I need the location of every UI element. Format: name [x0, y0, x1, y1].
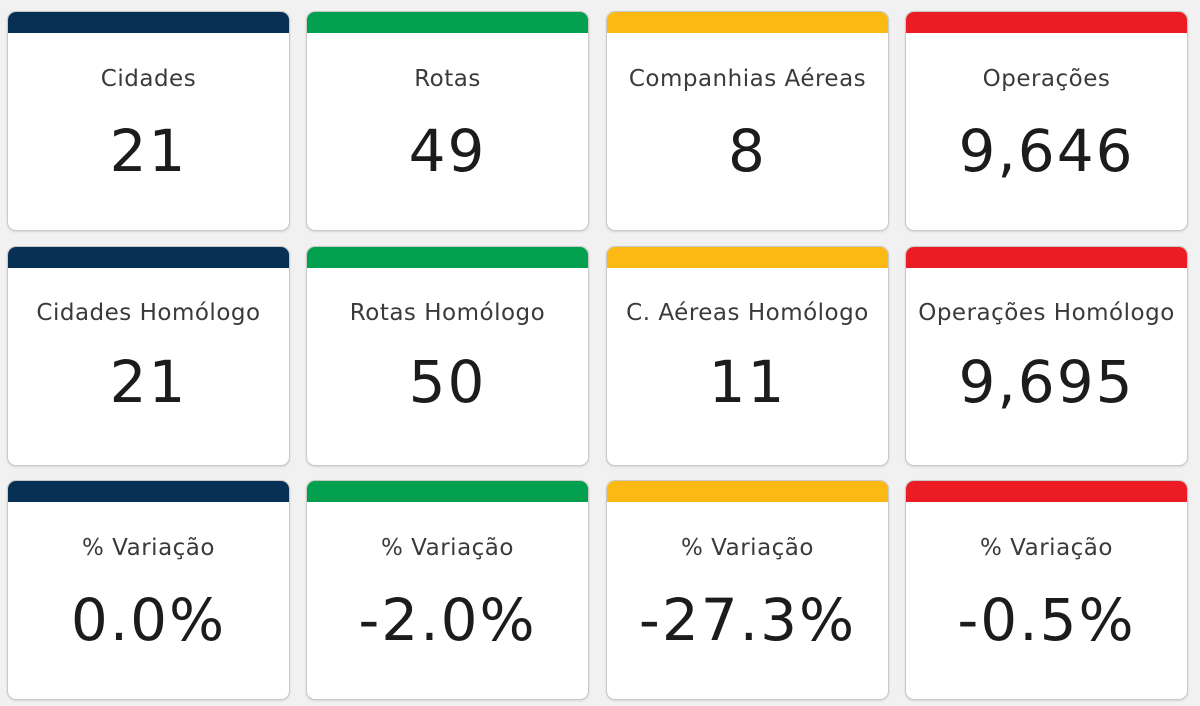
- kpi-card-rotas-homologo: Rotas Homólogo 50: [306, 246, 589, 466]
- card-label: % Variação: [980, 535, 1113, 561]
- card-color-bar: [906, 12, 1187, 33]
- card-value: 21: [109, 348, 188, 416]
- card-color-bar: [906, 481, 1187, 502]
- card-value: 8: [728, 117, 767, 185]
- card-color-bar: [8, 247, 289, 268]
- card-value: 0.0%: [70, 586, 227, 654]
- card-label: Operações: [982, 66, 1111, 92]
- card-label: Operações Homólogo: [918, 300, 1175, 326]
- card-color-bar: [307, 12, 588, 33]
- kpi-card-variacao-operacoes: % Variação -0.5%: [905, 480, 1188, 700]
- card-label: % Variação: [681, 535, 814, 561]
- card-label: % Variação: [381, 535, 514, 561]
- kpi-card-c-aereas-homologo: C. Aéreas Homólogo 11: [606, 246, 889, 466]
- card-label: % Variação: [82, 535, 215, 561]
- kpi-card-operacoes-homologo: Operações Homólogo 9,695: [905, 246, 1188, 466]
- card-value: 49: [408, 117, 487, 185]
- card-value: 50: [408, 348, 487, 416]
- card-color-bar: [8, 481, 289, 502]
- card-label: C. Aéreas Homólogo: [626, 300, 869, 326]
- card-label: Cidades: [100, 66, 197, 92]
- card-color-bar: [307, 481, 588, 502]
- card-value: -0.5%: [957, 586, 1136, 654]
- kpi-card-variacao-rotas: % Variação -2.0%: [306, 480, 589, 700]
- kpi-card-companhias-aereas: Companhias Aéreas 8: [606, 11, 889, 231]
- card-color-bar: [906, 247, 1187, 268]
- kpi-card-rotas: Rotas 49: [306, 11, 589, 231]
- card-color-bar: [307, 247, 588, 268]
- card-label: Companhias Aéreas: [628, 66, 867, 92]
- card-label: Rotas Homólogo: [349, 300, 546, 326]
- card-value: -2.0%: [358, 586, 537, 654]
- card-color-bar: [8, 12, 289, 33]
- card-value: 9,695: [958, 348, 1135, 416]
- card-value: 21: [109, 117, 188, 185]
- kpi-card-operacoes: Operações 9,646: [905, 11, 1188, 231]
- card-color-bar: [607, 12, 888, 33]
- kpi-card-variacao-cidades: % Variação 0.0%: [7, 480, 290, 700]
- card-label: Cidades Homólogo: [36, 300, 261, 326]
- card-value: -27.3%: [638, 586, 857, 654]
- card-value: 9,646: [958, 117, 1135, 185]
- card-color-bar: [607, 481, 888, 502]
- card-color-bar: [607, 247, 888, 268]
- kpi-card-cidades: Cidades 21: [7, 11, 290, 231]
- kpi-card-variacao-companhias: % Variação -27.3%: [606, 480, 889, 700]
- kpi-card-cidades-homologo: Cidades Homólogo 21: [7, 246, 290, 466]
- card-value: 11: [708, 348, 787, 416]
- card-label: Rotas: [414, 66, 481, 92]
